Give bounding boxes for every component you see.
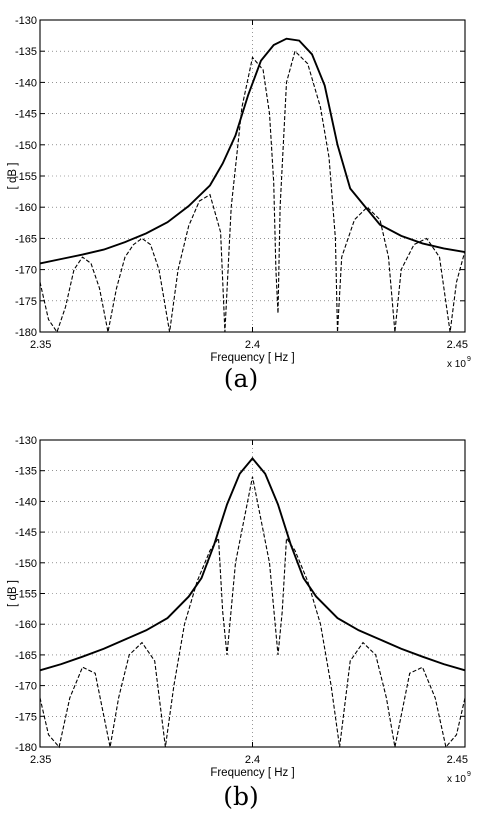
chart1-ytick-label: -130: [15, 15, 37, 27]
chart1-ytick-label: -180: [15, 327, 37, 339]
chart1-xtick-label: 2.45: [447, 339, 468, 351]
chart2-series-solid-line: [39, 456, 466, 672]
chart1-caption: (a): [224, 364, 258, 393]
chart2-x-multiplier-exponent: 9: [467, 771, 471, 778]
chart1-ytick-label: -160: [15, 202, 37, 214]
chart2-x-multiplier: x 10: [447, 774, 466, 785]
chart1-y-axis-label: [ dB ]: [7, 163, 19, 190]
chart2-x-axis-label: Frequency [ Hz ]: [210, 767, 294, 779]
chart1-ytick-label: -175: [15, 296, 37, 308]
chart2-ytick-label: -135: [15, 466, 37, 478]
chart1-ytick-label: -170: [15, 265, 37, 277]
chart2-plot-frame: [39, 439, 466, 748]
chart2-ytick-label: -160: [15, 619, 37, 631]
chart1-xtick-label: 2.4: [245, 339, 260, 351]
chart1-plot-frame: [39, 19, 466, 333]
chart1-ytick-label: -135: [15, 46, 37, 58]
chart2-xtick-label: 2.4: [245, 754, 260, 766]
chart2-xtick-label: 2.45: [447, 754, 468, 766]
chart2-ytick-label: -180: [15, 742, 37, 754]
chart1-series-solid-line: [39, 37, 466, 265]
chart2-caption: (b): [223, 782, 259, 811]
chart1-ytick-label: -140: [15, 77, 37, 89]
chart1-ytick-label: -145: [15, 109, 37, 121]
chart2-ytick-label: -165: [15, 650, 37, 662]
chart1-x-axis-label: Frequency [ Hz ]: [210, 352, 294, 364]
chart2-ytick-label: -150: [15, 558, 37, 570]
chart2-xtick-label: 2.35: [30, 754, 51, 766]
chart1-series-dashed-line: [39, 50, 466, 334]
chart2-y-axis-label: [ dB ]: [7, 580, 19, 607]
chart2-ytick-label: -175: [15, 711, 37, 723]
chart1-x-multiplier: x 10: [447, 359, 466, 370]
chart2-series-dashed-line: [39, 476, 466, 749]
chart1-xtick-label: 2.35: [30, 339, 51, 351]
chart1-ytick-label: -155: [15, 171, 37, 183]
chart1-ytick-label: -150: [15, 140, 37, 152]
chart1-ytick-label: -165: [15, 233, 37, 245]
chart1-x-multiplier-exponent: 9: [467, 356, 471, 363]
chart2-ytick-label: -130: [15, 435, 37, 447]
chart2-ytick-label: -170: [15, 681, 37, 693]
chart2-ytick-label: -145: [15, 527, 37, 539]
chart2-ytick-label: -155: [15, 589, 37, 601]
chart2-ytick-label: -140: [15, 496, 37, 508]
